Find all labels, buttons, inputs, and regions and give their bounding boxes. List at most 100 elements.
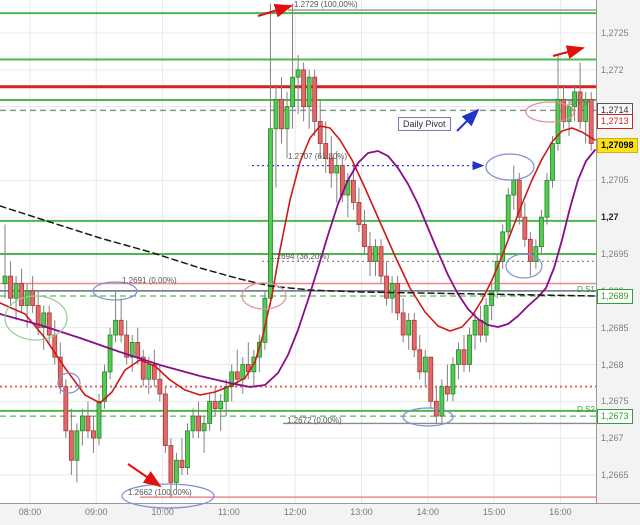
candle-up [185,430,190,469]
candle-up [472,319,478,336]
candle-down [234,371,240,380]
candle-up [505,194,511,233]
candle-up [500,231,506,262]
candle-down [362,224,367,248]
candle-down [328,157,334,174]
annotation-arrow[interactable] [456,108,480,132]
candle-down [312,76,318,122]
candle-down [168,445,174,483]
candle-down [68,430,74,461]
candle-down [522,216,528,240]
annotation-ellipse[interactable] [505,253,543,279]
candle-down [91,430,96,439]
annotation-ellipse[interactable] [241,282,287,310]
candle-down [279,98,284,130]
candle-down [323,143,329,159]
daily-pivot-label[interactable]: Daily Pivot [398,117,451,131]
candle-up [113,319,118,336]
candle-down [516,179,522,218]
candle-down [561,98,566,122]
candle-up [511,179,517,196]
candle-down [527,238,533,262]
candle-down [577,91,583,122]
candle-up [146,364,152,380]
candle-up [190,415,196,432]
candle-up [284,106,290,130]
candle-up [544,179,550,218]
annotation-arrow[interactable] [257,3,293,18]
candle-up [80,415,85,432]
candle-up [13,283,19,299]
candle-up [107,334,113,373]
candle-up [550,143,555,181]
candle-up [389,283,395,299]
candle-down [35,305,41,329]
candle-up [41,312,47,329]
candle-down [400,312,406,336]
candle-up [273,98,279,130]
candle-down [317,121,323,144]
annotation-ellipse[interactable] [57,372,81,394]
candle-down [8,275,13,299]
annotation-ellipse[interactable] [4,295,68,341]
candle-up [533,246,539,262]
candle-up [218,400,224,410]
candle-up [467,334,472,365]
candle-up [201,423,207,432]
candle-down [85,415,91,432]
candle-down [57,356,63,388]
candle-down [157,378,163,395]
candle-down [162,393,168,446]
candle-up [306,76,312,108]
candle-down [384,275,389,299]
ma-slow-purple [0,149,596,388]
candle-down [151,364,157,380]
candle-down [411,319,417,351]
candle-up [566,106,572,122]
ma-long-black-dashed [0,205,596,297]
candle-down [212,400,218,410]
time-axis[interactable] [0,503,640,525]
candle-up [334,165,340,174]
candle-up [290,76,295,108]
annotation-ellipse[interactable] [402,407,454,427]
annotation-ellipse[interactable] [485,153,535,181]
candle-up [102,371,107,402]
candle-up [373,246,378,262]
candle-down [30,290,36,306]
candle-up [129,342,135,358]
annotation-arrow[interactable] [552,45,585,59]
candle-up [207,400,213,424]
candle-down [19,283,24,306]
candle-up [494,260,500,292]
candle-down [461,349,467,365]
candle-up [406,319,412,336]
candle-up [539,216,544,248]
candle-up [24,290,30,306]
annotation-ellipse[interactable] [92,281,138,301]
candle-down [301,69,307,108]
candle-down [124,334,130,358]
candle-down [179,459,185,469]
candle-down [378,246,384,277]
candle-down [140,356,146,380]
annotation-ellipse[interactable] [121,483,215,509]
candle-down [63,386,69,432]
annotation-arrow[interactable] [127,463,162,488]
candle-down [350,179,356,203]
candle-up [422,356,428,373]
ma-fast-red [0,125,596,404]
candle-up [450,364,456,395]
annotation-ellipse[interactable] [525,101,575,123]
candle-down [118,319,124,336]
candle-up [583,98,589,122]
candle-up [223,386,229,402]
candle-down [356,202,362,225]
candle-up [572,91,577,108]
candle-up [439,386,445,417]
candle-down [428,356,434,402]
candle-down [395,283,401,314]
candle-up [489,290,495,306]
